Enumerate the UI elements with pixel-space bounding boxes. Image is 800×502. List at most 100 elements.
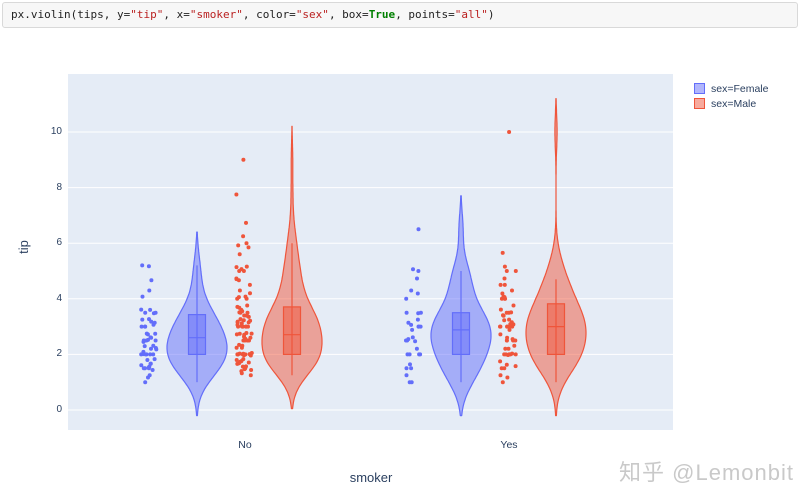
scatter-point bbox=[513, 269, 518, 273]
code-token: "all" bbox=[454, 8, 488, 21]
scatter-point bbox=[503, 346, 508, 351]
scatter-point bbox=[505, 335, 510, 340]
code-token: True bbox=[368, 8, 396, 21]
scatter-point bbox=[407, 352, 412, 357]
scatter-point bbox=[142, 344, 147, 349]
scatter-point bbox=[415, 276, 419, 281]
scatter-point bbox=[152, 357, 157, 362]
y-tick-label: 4 bbox=[56, 293, 62, 304]
scatter-point bbox=[242, 313, 247, 318]
scatter-point bbox=[243, 294, 248, 299]
scatter-point bbox=[502, 366, 507, 371]
scatter-point bbox=[504, 362, 509, 367]
box bbox=[546, 303, 566, 355]
scatter-point bbox=[507, 317, 512, 322]
scatter-point bbox=[513, 364, 518, 369]
scatter-point bbox=[236, 243, 241, 248]
scatter-point bbox=[139, 324, 144, 329]
x-axis-title: smoker bbox=[349, 470, 393, 485]
scatter-point bbox=[498, 373, 503, 378]
scatter-point bbox=[241, 234, 246, 239]
scatter-point bbox=[143, 380, 148, 385]
scatter-point bbox=[237, 331, 242, 336]
scatter-point bbox=[404, 373, 409, 378]
scatter-point bbox=[416, 269, 421, 273]
scatter-point bbox=[415, 317, 420, 322]
points-female-yes bbox=[404, 227, 423, 385]
code-token: , points= bbox=[395, 8, 455, 21]
scatter-point bbox=[245, 310, 250, 315]
scatter-point bbox=[505, 375, 510, 380]
scatter-point bbox=[139, 363, 144, 368]
scatter-point bbox=[503, 352, 508, 357]
points-female-no bbox=[139, 263, 159, 385]
scatter-point bbox=[408, 362, 412, 367]
legend-label: sex=Male bbox=[711, 97, 757, 110]
code-token: , x= bbox=[163, 8, 190, 21]
code-token: ) bbox=[487, 8, 495, 21]
violin-male-no[interactable] bbox=[261, 125, 323, 410]
code-token: "tip" bbox=[130, 8, 164, 21]
scatter-point bbox=[235, 319, 240, 324]
scatter-point bbox=[144, 331, 149, 336]
scatter-point bbox=[404, 366, 409, 371]
scatter-point bbox=[140, 317, 145, 322]
violin-shape bbox=[525, 98, 587, 417]
scatter-point bbox=[500, 291, 505, 296]
y-axis-title: tip bbox=[16, 240, 31, 254]
scatter-point bbox=[149, 346, 153, 351]
scatter-point bbox=[148, 335, 153, 340]
scatter-point bbox=[249, 351, 254, 355]
scatter-point bbox=[507, 327, 512, 332]
scatter-point bbox=[418, 310, 423, 315]
scatter-point bbox=[143, 310, 148, 315]
scatter-point bbox=[414, 346, 419, 351]
scatter-point bbox=[237, 342, 242, 347]
scatter-point bbox=[243, 324, 248, 329]
scatter-point bbox=[406, 337, 411, 342]
scatter-point bbox=[248, 335, 253, 340]
scatter-point bbox=[406, 320, 411, 325]
scatter-point bbox=[239, 369, 244, 374]
scatter-point bbox=[244, 331, 249, 335]
box bbox=[451, 312, 471, 356]
plot-area bbox=[68, 74, 673, 430]
legend-item-female[interactable]: sex=Female bbox=[694, 81, 768, 96]
scatter-point bbox=[151, 343, 156, 348]
scatter-point bbox=[237, 252, 242, 257]
scatter-point bbox=[409, 288, 414, 293]
scatter-point bbox=[513, 352, 518, 357]
scatter-point bbox=[510, 337, 515, 342]
code-token: px.violin(tips, y= bbox=[11, 8, 131, 21]
scatter-point bbox=[501, 294, 506, 299]
legend-item-male[interactable]: sex=Male bbox=[694, 96, 768, 111]
scatter-point bbox=[151, 352, 156, 357]
violin-female-no[interactable] bbox=[166, 231, 228, 417]
scatter-point bbox=[498, 282, 503, 287]
scatter-point bbox=[234, 192, 239, 197]
scatter-point bbox=[234, 358, 239, 362]
scatter-point bbox=[413, 339, 418, 344]
violin-male-yes[interactable] bbox=[525, 98, 587, 417]
scatter-point bbox=[140, 263, 145, 268]
scatter-point bbox=[152, 320, 157, 325]
points-male-yes bbox=[498, 130, 518, 385]
scatter-point bbox=[502, 276, 507, 281]
code-token: , box= bbox=[328, 8, 369, 21]
legend: sex=Female sex=Male bbox=[694, 81, 768, 111]
scatter-point bbox=[245, 303, 250, 308]
scatter-point bbox=[511, 303, 516, 308]
x-tick-label: Yes bbox=[500, 439, 518, 451]
scatter-point bbox=[146, 337, 150, 342]
scatter-point bbox=[234, 276, 239, 281]
scatter-point bbox=[498, 307, 503, 312]
violin-female-yes[interactable] bbox=[430, 195, 492, 417]
scatter-point bbox=[244, 220, 248, 225]
scatter-point bbox=[241, 157, 246, 162]
box bbox=[282, 306, 302, 355]
scatter-point bbox=[153, 338, 158, 343]
scatter-point bbox=[145, 358, 150, 362]
scatter-point bbox=[140, 294, 145, 299]
scatter-point bbox=[241, 351, 246, 356]
scatter-point bbox=[502, 318, 507, 323]
